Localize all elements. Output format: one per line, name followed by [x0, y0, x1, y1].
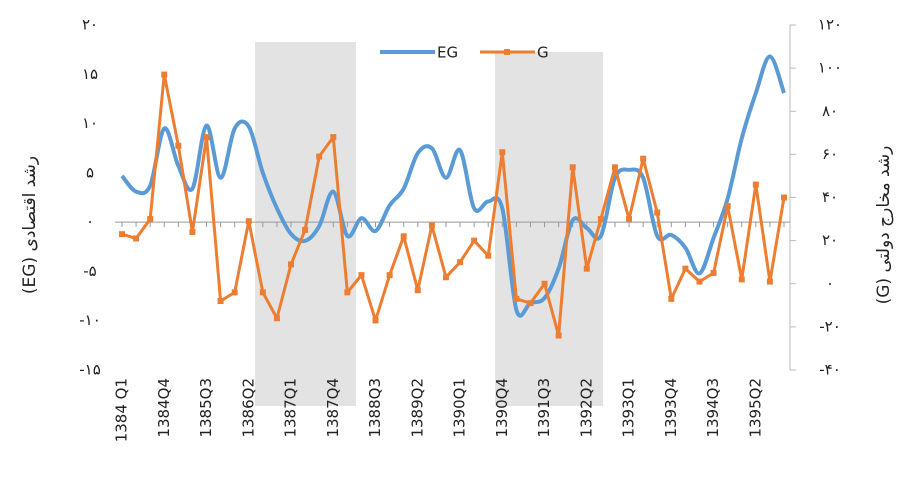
data-marker	[217, 298, 224, 304]
data-marker	[724, 203, 731, 210]
data-marker	[766, 278, 773, 285]
data-marker	[189, 229, 196, 235]
data-marker	[245, 218, 252, 225]
data-marker	[569, 164, 576, 171]
legend-label: G	[537, 44, 549, 62]
data-marker	[668, 295, 675, 302]
data-marker	[696, 278, 703, 285]
x-tick-label: 1389Q2	[408, 378, 426, 438]
data-marker	[597, 216, 604, 223]
x-tick-label: 1394Q3	[704, 378, 722, 438]
data-marker	[231, 289, 238, 296]
x-tick-label: 1384 Q1	[113, 378, 131, 442]
data-marker	[583, 265, 590, 272]
data-marker	[288, 261, 295, 268]
data-marker	[682, 265, 689, 272]
data-marker	[175, 142, 182, 149]
data-marker	[161, 71, 168, 78]
y-tick-label: ۱۰	[82, 114, 98, 132]
data-marker	[611, 164, 618, 171]
y2-tick-label: -۴۰	[819, 361, 841, 379]
y2-tick-label: -۲۰	[819, 317, 841, 335]
legend-marker	[504, 49, 510, 55]
data-marker	[372, 317, 379, 324]
data-marker	[133, 235, 140, 242]
y2-tick-label: ۰	[826, 274, 834, 292]
x-tick-label: 1387Q4	[324, 378, 342, 438]
y-tick-label: ۰	[86, 213, 94, 231]
y-tick-label: -۱۵	[79, 361, 101, 379]
data-marker	[442, 274, 449, 281]
data-marker	[781, 194, 787, 201]
data-marker	[330, 134, 337, 141]
data-marker	[752, 181, 759, 188]
data-marker	[358, 272, 365, 279]
y2-tick-label: ۴۰	[822, 188, 838, 206]
data-marker	[471, 237, 478, 244]
data-marker	[400, 233, 407, 240]
data-marker	[259, 289, 266, 296]
y2-axis-title: رشد مخارج دولتی (G)	[874, 146, 894, 305]
series-line	[121, 73, 786, 337]
data-marker	[414, 287, 421, 294]
x-tick-label: 1392Q2	[577, 378, 595, 438]
data-marker	[203, 134, 210, 141]
data-marker	[499, 149, 506, 156]
x-tick-label: 1388Q3	[366, 378, 384, 438]
y2-tick-label: ۱۲۰	[818, 16, 842, 34]
x-tick-label: 1390Q4	[493, 378, 511, 438]
x-tick-label: 1391Q3	[535, 378, 553, 438]
data-marker	[344, 289, 351, 296]
data-marker	[513, 295, 520, 302]
data-marker	[316, 153, 323, 160]
y-tick-label: ۱۵	[82, 65, 98, 83]
x-tick-label: 1384Q4	[155, 378, 173, 438]
y-tick-label: ۲۰	[82, 16, 98, 34]
data-marker	[147, 216, 154, 223]
x-tick-label: 1385Q3	[197, 378, 215, 438]
y-tick-label: -۱۰	[79, 311, 101, 329]
legend-label: EG	[437, 44, 458, 62]
x-tick-label: 1393Q1	[620, 378, 638, 438]
data-marker	[738, 276, 745, 283]
series-line	[120, 54, 786, 318]
data-marker	[457, 259, 464, 266]
y2-tick-label: ۸۰	[822, 102, 838, 120]
y-tick-label: ۵	[86, 163, 94, 181]
data-marker	[654, 209, 661, 216]
data-marker	[485, 252, 492, 259]
x-tick-label: 1390Q1	[451, 378, 469, 438]
y-tick-label: -۵	[83, 262, 96, 280]
data-marker	[428, 222, 435, 229]
data-marker	[541, 280, 548, 287]
y2-tick-label: ۲۰	[822, 231, 838, 249]
x-tick-label: 1395Q2	[746, 378, 764, 438]
data-marker	[555, 332, 562, 339]
data-marker	[119, 231, 125, 238]
data-marker	[273, 315, 280, 322]
x-tick-label: 1386Q2	[239, 378, 257, 438]
y2-tick-label: ۱۰۰	[818, 59, 842, 77]
y2-tick-label: ۶۰	[822, 145, 838, 163]
data-marker	[527, 300, 534, 307]
data-marker	[626, 216, 633, 223]
data-marker	[386, 272, 393, 279]
y-axis-title: رشد اقتصادی (EG)	[20, 156, 40, 294]
data-marker	[710, 269, 717, 276]
data-marker	[640, 155, 647, 162]
x-tick-label: 1393Q4	[662, 378, 680, 438]
data-marker	[302, 226, 309, 233]
x-tick-label: 1387Q1	[282, 378, 300, 438]
